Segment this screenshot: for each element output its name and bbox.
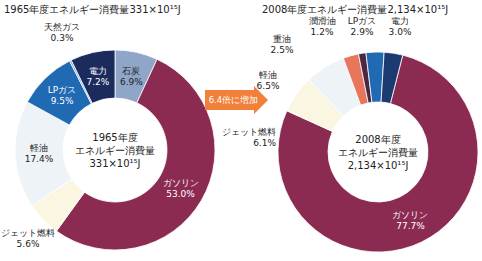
slice-name: 石炭 [122, 66, 140, 76]
slice-name: 潤滑油 [309, 16, 336, 26]
data-label: 6.5% [257, 81, 280, 91]
data-label: 77.7% [396, 221, 425, 231]
donut-chart: 1965年度エネルギー消費量331×10¹⁵J1965年度エネルギー消費量331… [1, 4, 215, 250]
slice [381, 52, 403, 103]
slice-name: 軽油 [30, 143, 48, 153]
data-label: 6.1% [253, 138, 276, 148]
annotation-text: 6.4倍に増加 [209, 95, 259, 105]
data-label: 17.4% [25, 154, 54, 164]
slice-name: 電力 [89, 66, 107, 76]
arrow-annotation: 6.4倍に増加 [205, 86, 268, 114]
slice-name: 軽油 [259, 70, 277, 80]
center-label: 1965年度 [92, 132, 137, 143]
slice-name: LPガス [48, 85, 76, 95]
data-label: 1.2% [311, 27, 334, 37]
center-label: 2,134×10¹⁵J [348, 160, 409, 171]
slice [71, 50, 115, 103]
slice-name: ジェット燃料 [222, 127, 276, 137]
data-label: 7.2% [87, 77, 110, 87]
data-label: 2.5% [271, 45, 294, 55]
chart-root: 1965年度エネルギー消費量331×10¹⁵J1965年度エネルギー消費量331… [0, 0, 482, 261]
center-label: エネルギー消費量 [75, 145, 155, 156]
data-label: 3.0% [389, 27, 412, 37]
data-label: 6.9% [120, 77, 143, 87]
slice-name: ジェット燃料 [1, 228, 55, 238]
data-label: 2.9% [351, 27, 374, 37]
data-label: 0.3% [51, 33, 74, 43]
center-label: 331×10¹⁵J [89, 158, 140, 169]
slice-name: LPガス [348, 16, 376, 26]
center-label: 2008年度 [355, 134, 400, 145]
chart-title: 1965年度エネルギー消費量331×10¹⁵J [4, 4, 181, 15]
slices [15, 50, 215, 250]
slice-name: 天然ガス [44, 22, 80, 32]
arrow [205, 86, 268, 114]
chart-title: 2008年度エネルギー消費量2,134×10¹⁵J [262, 4, 448, 15]
data-label: 53.0% [166, 189, 195, 199]
data-label: 9.5% [51, 96, 74, 106]
slice-name: ガソリン [163, 178, 199, 188]
center-label: エネルギー消費量 [338, 147, 418, 158]
slice-name: ガソリン [392, 210, 428, 220]
slice-name: 電力 [391, 16, 409, 26]
slice-name: 重油 [273, 34, 291, 44]
slices [278, 52, 478, 252]
data-label: 5.6% [17, 239, 40, 249]
donut-chart: 2008年度エネルギー消費量2,134×10¹⁵J2008年度エネルギー消費量2… [222, 4, 478, 252]
